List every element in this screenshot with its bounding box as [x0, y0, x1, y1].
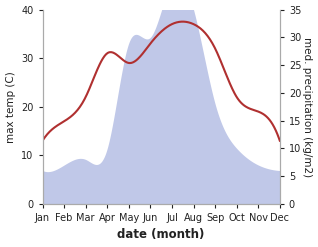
X-axis label: date (month): date (month)	[117, 228, 205, 242]
Y-axis label: max temp (C): max temp (C)	[5, 71, 16, 143]
Y-axis label: med. precipitation (kg/m2): med. precipitation (kg/m2)	[302, 37, 313, 177]
